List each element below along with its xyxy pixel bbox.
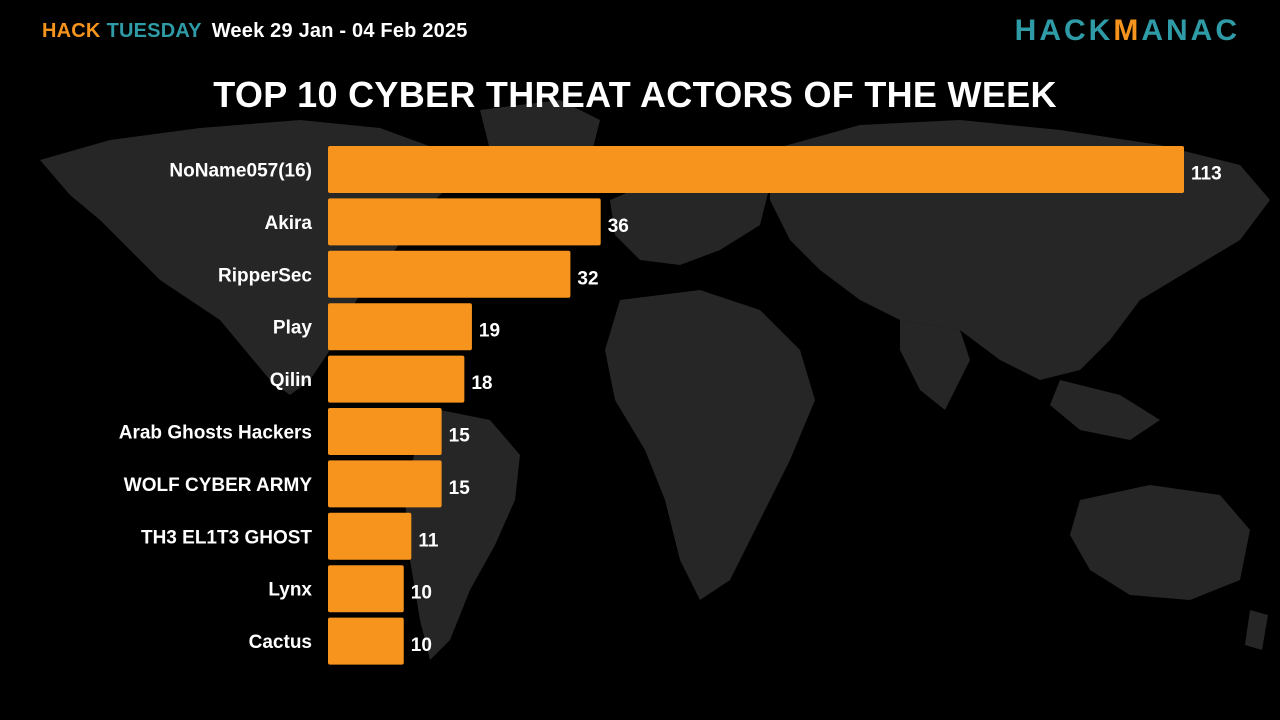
bar-9 <box>328 617 404 665</box>
logo-part-1: HACK <box>1014 14 1114 47</box>
value-label: 36 <box>608 216 629 237</box>
bar-6 <box>328 460 442 508</box>
bar-5 <box>328 408 442 455</box>
bar-8 <box>328 565 404 613</box>
logo-part-2: M <box>1113 14 1142 47</box>
bar-3 <box>328 303 472 351</box>
bar-7 <box>328 512 412 560</box>
value-label: 11 <box>418 530 439 551</box>
category-label: Play <box>273 318 313 339</box>
value-label: 15 <box>449 426 471 447</box>
category-label: Akira <box>264 213 312 234</box>
bar-4 <box>328 355 465 403</box>
value-label: 113 <box>1191 164 1222 185</box>
australia-shape <box>1070 485 1250 600</box>
southeast-asia-shape <box>1050 380 1160 440</box>
bar-0 <box>328 146 1184 193</box>
category-label: Qilin <box>270 370 312 391</box>
category-label: WOLF CYBER ARMY <box>124 475 313 496</box>
category-label: TH3 EL1T3 GHOST <box>141 527 312 548</box>
category-label: NoName057(16) <box>169 161 312 182</box>
category-label: Arab Ghosts Hackers <box>119 423 312 444</box>
week-range: Week 29 Jan - 04 Feb 2025 <box>211 20 468 42</box>
value-label: 18 <box>471 373 492 394</box>
value-label: 32 <box>577 268 598 289</box>
brand-hack-text: HACK <box>42 20 101 42</box>
logo-part-3: ANAC <box>1141 14 1240 47</box>
africa-shape <box>605 290 815 600</box>
category-label: Cactus <box>249 632 312 653</box>
chart-title: TOP 10 CYBER THREAT ACTORS OF THE WEEK <box>213 74 1057 115</box>
value-label: 10 <box>411 635 432 656</box>
brand-tuesday-text: TUESDAY <box>106 20 202 42</box>
value-label: 15 <box>449 478 471 499</box>
bar-1 <box>328 198 601 246</box>
bar-2 <box>328 250 571 298</box>
value-label: 10 <box>411 583 432 604</box>
category-label: Lynx <box>268 580 312 601</box>
value-label: 19 <box>479 321 500 342</box>
india-shape <box>900 320 970 410</box>
hackmanac-logo: HACKMANAC <box>1015 14 1240 48</box>
new-zealand-shape <box>1245 610 1268 650</box>
header-brand: HACK TUESDAY Week 29 Jan - 04 Feb 2025 <box>42 20 468 43</box>
category-label: RipperSec <box>218 265 312 286</box>
